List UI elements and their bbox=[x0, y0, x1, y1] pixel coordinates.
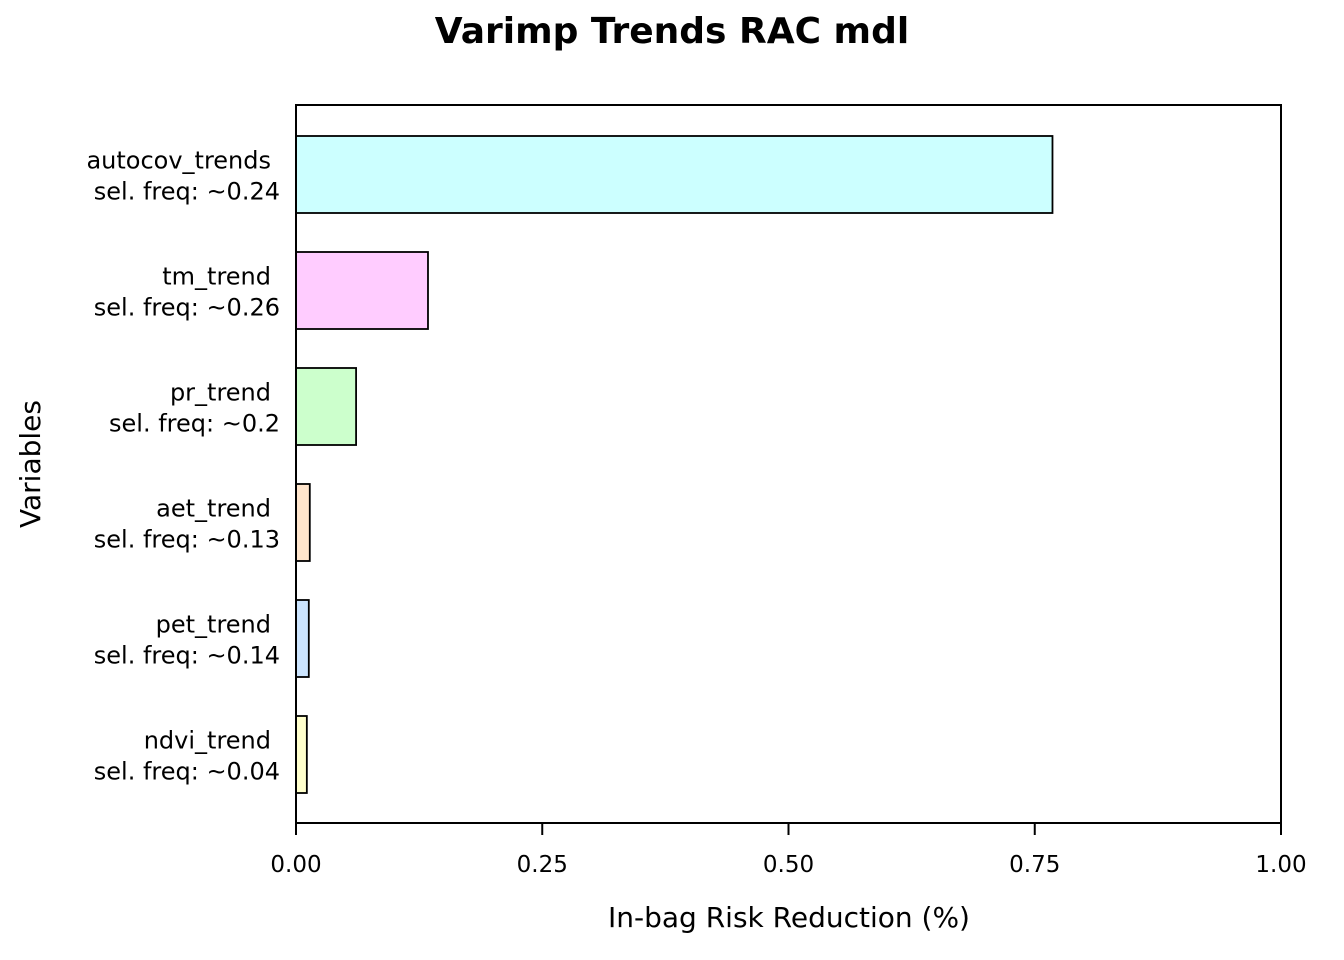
category-label: aet_trend bbox=[156, 495, 271, 523]
y-axis-label: Variables bbox=[14, 400, 47, 528]
category-freq-label: sel. freq: ~0.24 bbox=[94, 178, 280, 206]
category-freq-label: sel. freq: ~0.13 bbox=[94, 526, 280, 554]
category-label: pr_trend bbox=[170, 379, 271, 407]
bar-autocov-trends bbox=[295, 135, 1054, 214]
x-tick-label: 0.50 bbox=[763, 852, 814, 878]
category-label: tm_trend bbox=[162, 263, 271, 291]
x-axis-label: In-bag Risk Reduction (%) bbox=[608, 901, 970, 934]
category-freq-label: sel. freq: ~0.26 bbox=[94, 294, 280, 322]
bar-ndvi-trend bbox=[295, 715, 308, 794]
category-freq-label: sel. freq: ~0.14 bbox=[94, 642, 280, 670]
chart-title: Varimp Trends RAC mdl bbox=[435, 11, 909, 52]
x-axis: 0.00 0.25 0.50 0.75 1.00 bbox=[270, 823, 1307, 878]
category-label: pet_trend bbox=[156, 611, 271, 639]
category-label: ndvi_trend bbox=[144, 727, 271, 755]
x-tick-label: 0.75 bbox=[1009, 852, 1060, 878]
bar-tm-trend bbox=[295, 251, 429, 330]
x-tick-label: 0.00 bbox=[270, 852, 321, 878]
bar-pet-trend bbox=[295, 599, 310, 678]
bar-pr-trend bbox=[295, 367, 357, 446]
x-tick-label: 1.00 bbox=[1255, 852, 1306, 878]
category-freq-label: sel. freq: ~0.2 bbox=[109, 410, 280, 438]
bars-layer bbox=[295, 135, 1054, 794]
category-freq-label: sel. freq: ~0.04 bbox=[94, 758, 280, 786]
bar-aet-trend bbox=[295, 483, 311, 562]
y-axis-labels: autocov_trends sel. freq: ~0.24 tm_trendse… bbox=[86, 147, 280, 786]
category-label: autocov_trends bbox=[86, 147, 271, 175]
x-tick-label: 0.25 bbox=[517, 852, 568, 878]
